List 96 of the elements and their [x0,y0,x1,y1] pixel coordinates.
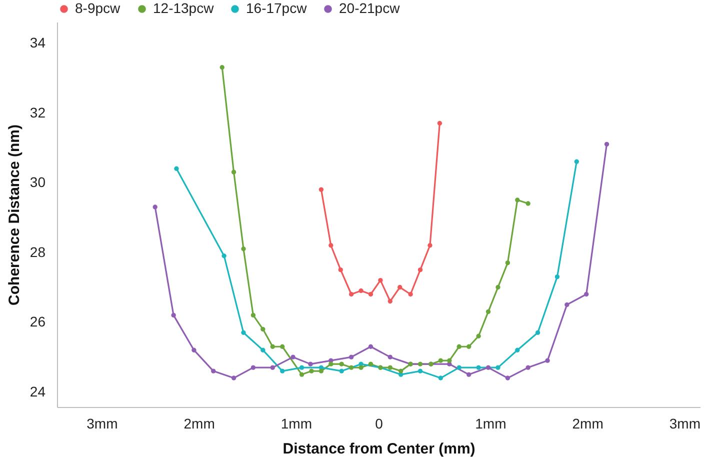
point [231,170,236,174]
point [152,204,158,210]
y-tick-label: 34 [30,34,46,50]
point [466,344,472,349]
point [505,260,510,266]
point [348,365,354,370]
point [535,330,540,335]
point [486,309,491,314]
point [398,284,402,290]
point [428,243,432,248]
point [505,376,510,380]
point [447,358,452,363]
x-tick-label: 1mm [475,416,506,432]
point [486,365,491,370]
point [476,365,481,370]
point [438,376,444,380]
point [280,368,285,374]
point [171,312,176,318]
point [466,372,472,377]
legend-label: 8-9pcw [75,0,122,16]
point [241,246,246,252]
y-tick-label: 32 [30,104,46,120]
y-tick-label: 30 [30,174,46,190]
point [211,368,216,374]
point [564,302,570,308]
legend-label: 20-21pcw [339,0,401,16]
point [554,274,560,280]
point [496,365,500,370]
x-tick-label: 2mm [572,416,604,432]
x-tick-label: 2mm [184,416,215,432]
point [348,354,354,360]
point [270,344,275,349]
point [368,292,374,297]
point [280,344,285,349]
point [308,362,313,366]
point [222,254,226,258]
point [418,368,423,374]
point [418,362,423,366]
point [250,312,256,318]
point [192,348,196,352]
point [604,142,610,147]
point [456,365,462,370]
point [368,362,374,366]
point [299,365,304,370]
point [437,120,442,126]
point [348,292,354,297]
y-tick-label: 28 [30,244,46,260]
y-tick-label: 26 [30,314,46,330]
y-axis-title: Coherence Distance (nm) [6,124,23,306]
x-tick-label: 1mm [280,416,312,432]
point [241,330,246,335]
point [388,365,392,370]
point [338,267,343,272]
point [584,292,589,297]
x-tick-label: 3mm [669,416,701,432]
point [358,365,364,370]
legend-label: 12-13pcw [153,0,215,16]
point [339,362,344,366]
point [328,362,334,366]
point [515,348,520,352]
point [476,334,481,338]
point [456,344,462,349]
point [260,326,266,332]
point [260,348,266,352]
point [220,65,224,70]
point [438,358,444,363]
legend-label: 16-17pcw [246,0,308,16]
point [231,376,236,380]
point [358,288,364,294]
point [250,365,256,370]
point [318,368,324,374]
point [290,354,296,360]
y-tick-label: 24 [30,383,46,400]
point [328,243,334,248]
point [309,368,314,374]
x-tick-label: 3mm [86,416,118,432]
point [496,284,500,290]
point [515,198,520,202]
x-tick-label: 0 [375,416,384,432]
point [318,187,324,192]
point [270,365,275,370]
point [388,354,392,360]
point [408,292,413,297]
point [388,298,392,304]
point [299,372,304,377]
point [174,166,179,171]
point [378,278,383,283]
point [526,201,530,206]
point [545,358,550,363]
point [368,344,374,349]
point [418,267,423,272]
point [339,368,344,374]
x-axis-title: Distance from Center (mm) [282,440,476,457]
point [398,368,404,374]
point [574,159,579,164]
point [526,365,530,370]
